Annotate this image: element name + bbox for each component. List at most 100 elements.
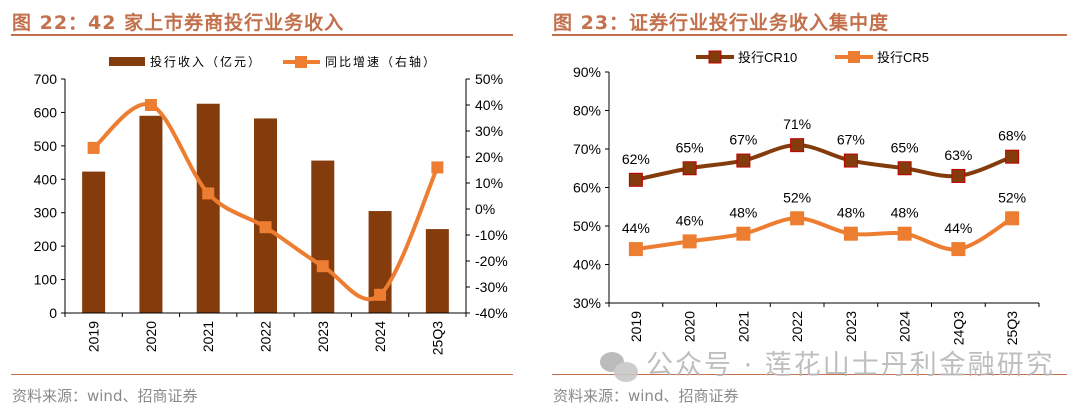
cr5-marker-2021 [736,226,751,241]
bar-2021 [196,103,220,313]
legend-swatch-bar [109,57,145,66]
y-tick-label: 40% [573,257,601,273]
growth-marker-2023 [316,260,329,273]
left-chart: 0 100 200 300 400 500 600 700 -40% -30% -20% -10% 0%… [34,54,508,355]
left-source: 资料来源：wind、招商证券 [12,387,198,405]
right-y-tick-label: -10% [475,227,508,243]
x-tick-label: 25Q3 [429,321,445,355]
growth-marker-2024 [374,288,387,301]
cr5-data-label: 52% [998,189,1026,205]
y-tick-label: 70% [573,141,601,157]
y-tick-label: 30% [573,295,601,311]
left-y-tick-label: 200 [34,238,58,254]
left-y-tick-label: 100 [34,272,58,288]
right-y-tick-label: 40% [475,97,503,113]
growth-marker-2019 [87,141,100,154]
x-tick-label: 2022 [789,311,805,342]
y-tick-label: 60% [573,180,601,196]
cr10-data-label: 62% [622,151,650,167]
cr10-data-label: 67% [837,132,865,148]
left-title-rule [11,34,513,36]
cr5-marker-25Q3 [1005,211,1020,226]
legend-label-bar: 投行收入（亿元） [150,54,262,69]
right-y-tick-label: -40% [475,305,508,321]
cr10-marker-25Q3 [1005,149,1020,164]
legend-swatch-cr5-marker [848,51,860,63]
y-tick-label: 50% [573,218,601,234]
cr10-data-label: 65% [891,139,919,155]
x-tick-label: 2020 [143,321,159,352]
cr5-data-label: 48% [837,205,865,221]
bar-2022 [254,118,277,314]
legend-swatch-marker [295,56,307,68]
watermark: 公众号 · 莲花山士丹利金融研究 [600,343,1055,382]
cr10-data-label: 71% [783,116,811,132]
right-y-tick-label: 0% [475,201,495,217]
cr5-marker-2023 [843,226,858,241]
bar-2020 [139,115,163,314]
right-footer-rule [552,374,1067,375]
right-chart-title: 图 23：证券行业投行业务收入集中度 [553,12,890,34]
right-y-tick-label: 20% [475,149,503,165]
cr10-marker-24Q3 [951,168,966,183]
right-y-tick-label: 10% [475,175,503,191]
legend-label-line: 同比增速（右轴） [325,54,437,69]
bar-25Q3 [425,229,449,313]
left-y-tick-label: 600 [34,104,58,120]
x-tick-label: 2024 [372,321,388,352]
cr10-marker-2022 [790,138,805,153]
watermark-text: 公众号 · 莲花山士丹利金融研究 [646,350,1055,381]
x-tick-label: 2019 [86,321,102,352]
cr10-marker-2023 [843,153,858,168]
right-source: 资料来源：wind、招商证券 [553,387,739,405]
cr5-marker-2022 [790,211,805,226]
growth-marker-2020 [144,99,157,111]
left-y-tick-label: 500 [34,138,58,154]
right-title-rule [552,34,1067,36]
cr5-marker-24Q3 [951,242,966,257]
legend-label-cr10: 投行CR10 [738,50,797,65]
legend-label-cr5: 投行CR5 [877,50,929,65]
cr5-marker-2024 [897,226,912,241]
x-tick-label: 25Q3 [1004,311,1020,345]
cr5-data-label: 44% [622,220,650,236]
cr10-data-label: 63% [944,147,972,163]
right-y-tick-label: -30% [475,279,508,295]
x-tick-label: 2024 [897,311,913,342]
x-tick-label: 2020 [682,311,698,342]
cr5-marker-2020 [682,234,697,249]
cr5-data-label: 48% [891,205,919,221]
cr10-data-label: 68% [998,128,1026,144]
cr10-marker-2020 [682,161,697,176]
x-tick-label: 2021 [735,311,751,342]
x-tick-label: 2019 [628,311,644,342]
left-y-tick-label: 0 [49,305,57,321]
growth-marker-25Q3 [431,161,444,174]
x-tick-label: 24Q3 [950,311,966,345]
x-tick-label: 2023 [843,311,859,342]
cr10-marker-2019 [628,172,643,187]
left-chart-title: 图 22：42 家上市券商投行业务收入 [12,12,345,34]
cr10-data-label: 67% [729,132,757,148]
y-tick-label: 80% [573,103,601,119]
right-y-tick-label: 50% [475,71,503,87]
legend-swatch-cr10-marker [708,50,722,64]
cr5-data-label: 44% [944,220,972,236]
x-tick-label: 2021 [200,321,216,352]
left-y-tick-label: 700 [34,71,58,87]
left-y-tick-label: 400 [34,171,58,187]
right-y-tick-label: -20% [475,253,508,269]
right-y-tick-label: 30% [475,123,503,139]
left-y-tick-label: 300 [34,205,58,221]
cr5-data-label: 52% [783,189,811,205]
cr10-marker-2024 [897,161,912,176]
cr10-marker-2021 [736,153,751,168]
y-tick-label: 90% [573,64,601,80]
bar-2023 [311,160,335,313]
cr5-marker-2019 [628,242,643,257]
cr10-data-label: 65% [676,139,704,155]
x-tick-label: 2022 [258,321,274,352]
cr5-data-label: 48% [729,205,757,221]
growth-marker-2021 [202,187,215,200]
